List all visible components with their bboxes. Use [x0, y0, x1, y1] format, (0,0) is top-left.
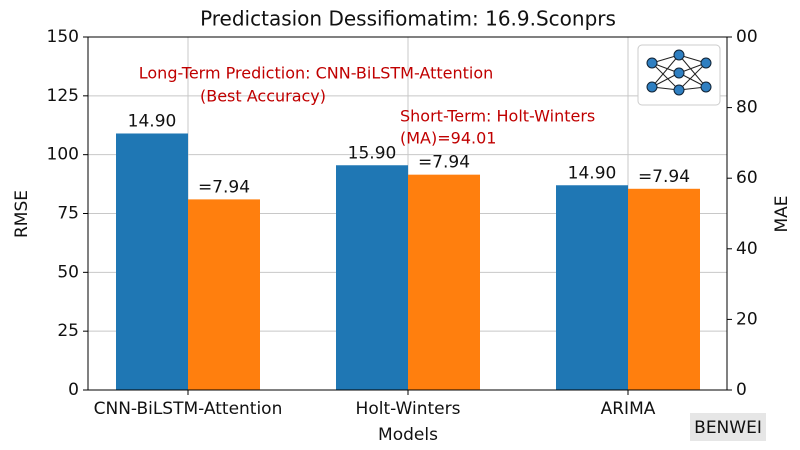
annotation: (MA)=94.01: [400, 129, 496, 148]
annotation: (Best Accuracy): [200, 87, 326, 106]
y2-tick-label: 80: [736, 98, 758, 118]
annotation: Short-Term: Holt-Winters: [400, 107, 595, 126]
watermark-box: [690, 413, 766, 441]
y2-tick-label: 00: [736, 27, 758, 47]
y2-tick-label: 20: [736, 309, 758, 329]
bar-text: =7.94: [638, 167, 690, 187]
y-tick-label: 25: [57, 321, 79, 341]
y-tick-label: 100: [47, 145, 79, 165]
y-axis-label: RMSE: [12, 190, 32, 238]
bar: [116, 133, 188, 390]
y2-tick-label: 0: [736, 380, 747, 400]
y-tick-label: 150: [47, 27, 79, 47]
y-tick-label: 125: [47, 86, 79, 106]
x-tick-label: Holt-Winters: [356, 399, 461, 419]
bar: [408, 174, 480, 390]
y-tick-label: 75: [57, 204, 79, 224]
y2-tick-label: 60: [736, 168, 758, 188]
bar: [556, 185, 628, 390]
chart-title: Predictasion Dessifiomatim: 16.9.Sconprs: [200, 7, 616, 31]
x-tick-label: CNN-BiLSTM-Attention: [94, 399, 283, 419]
y-tick-label: 50: [57, 262, 79, 282]
watermark: BENWEI: [694, 418, 762, 438]
bar-text: =7.94: [418, 153, 470, 173]
bar: [188, 199, 260, 390]
bar-text: =7.94: [198, 177, 250, 197]
bar-text: 15.90: [348, 143, 397, 163]
x-tick-label: ARIMA: [601, 399, 656, 419]
bar: [628, 188, 700, 390]
network-icon: [637, 44, 721, 106]
bar: [336, 165, 408, 390]
y2-tick-label: 40: [736, 239, 758, 259]
y-tick-label: 0: [68, 380, 79, 400]
x-axis-label: Models: [378, 425, 438, 445]
y2-axis-label: MAE: [772, 195, 792, 232]
annotation: Long-Term Prediction: CNN-BiLSTM-Attenti…: [139, 64, 494, 83]
bar-text: 14.90: [568, 163, 617, 183]
bar-text: 14.90: [128, 111, 177, 131]
